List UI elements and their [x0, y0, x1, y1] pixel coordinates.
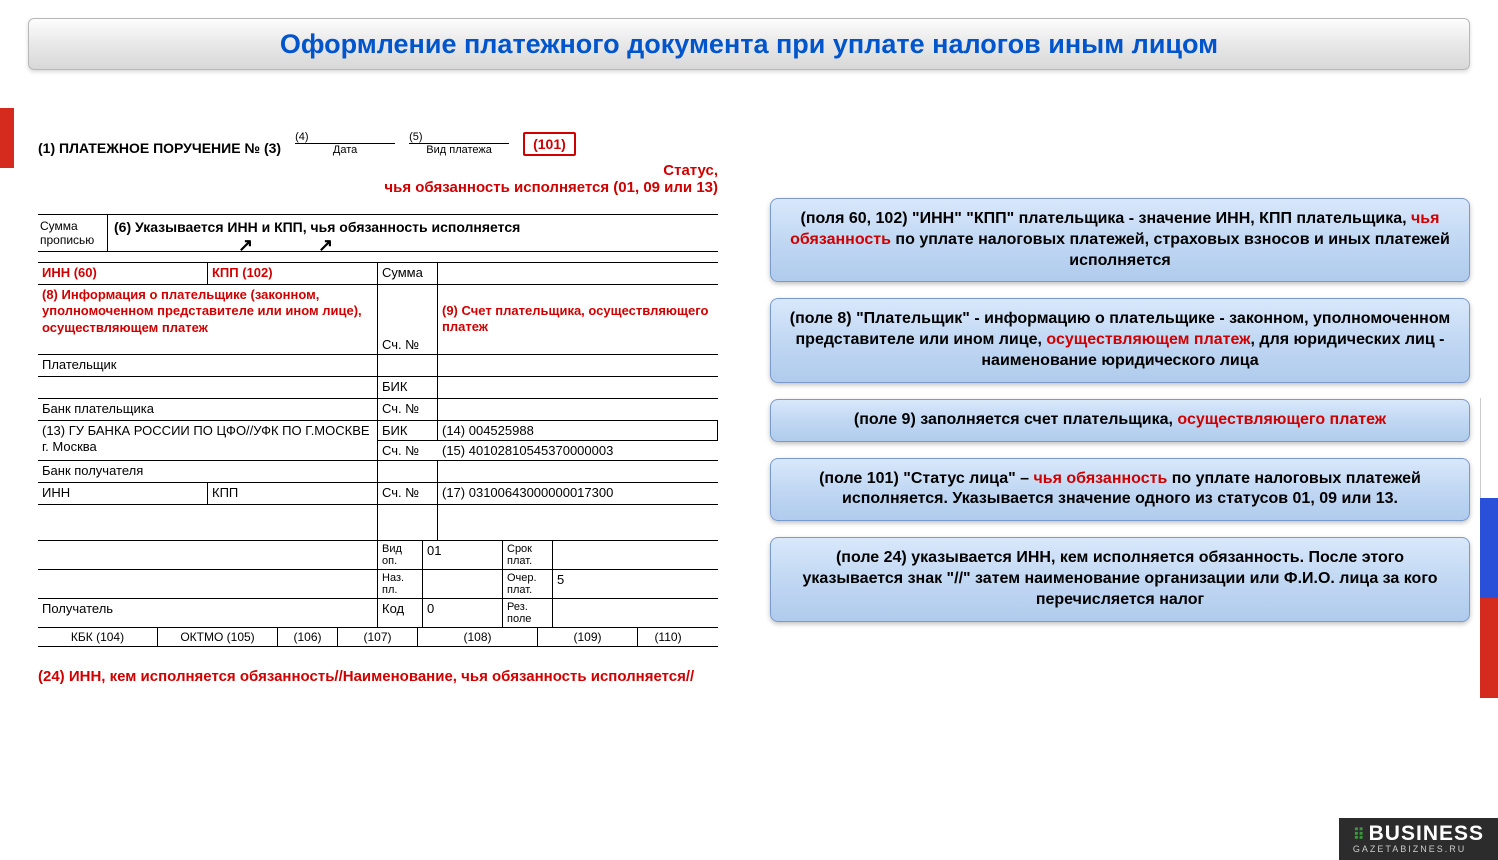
form-grid: ИНН (60) КПП (102) Сумма (8) Информация …	[38, 262, 718, 628]
left-accent	[0, 108, 14, 168]
info-box-4: (поле 101) "Статус лица" – чья обязаннос…	[770, 458, 1470, 522]
field-9: (9) Счет плательщика, осуществляющего пл…	[438, 285, 718, 354]
info-column: (поля 60, 102) "ИНН" "КПП" плательщика -…	[770, 198, 1470, 622]
info-box-5: (поле 24) указывается ИНН, кем исполняет…	[770, 537, 1470, 621]
kpp-102: КПП (102)	[208, 263, 378, 284]
payment-form: (1) ПЛАТЕЖНОЕ ПОРУЧЕНИЕ № (3) (4) Дата (…	[38, 128, 718, 688]
title-bar: Оформление платежного документа при упла…	[28, 18, 1470, 70]
recv-bank-name: (13) ГУ БАНКА РОССИИ ПО ЦФО//УФК ПО Г.МО…	[38, 421, 378, 460]
sum-row: Сумма прописью (6) Указывается ИНН и КПП…	[38, 214, 718, 252]
form-heading: (1) ПЛАТЕЖНОЕ ПОРУЧЕНИЕ № (3)	[38, 140, 281, 156]
date-field: (4) Дата	[295, 128, 395, 156]
info-box-2: (поле 8) "Плательщик" - информацию о пла…	[770, 298, 1470, 382]
field-8: (8) Информация о плательщике (законном, …	[38, 285, 378, 354]
info-box-3: (поле 9) заполняется счет плательщика, о…	[770, 399, 1470, 442]
footer-fields: КБК (104) ОКТМО (105) (106) (107) (108) …	[38, 628, 718, 647]
type-field: (5) Вид платежа	[409, 128, 509, 156]
brand-badge: BUSINESS GAZETABIZNES.RU	[1339, 818, 1498, 860]
page-title: Оформление платежного документа при упла…	[280, 29, 1218, 60]
info-box-1: (поля 60, 102) "ИНН" "КПП" плательщика -…	[770, 198, 1470, 282]
status-note: Статус, чья обязанность исполняется (01,…	[38, 162, 718, 196]
field-101: (101)	[523, 132, 576, 156]
note-24: (24) ИНН, кем исполняется обязанность//Н…	[38, 667, 718, 687]
flag-stripe	[1480, 398, 1498, 698]
inn-60: ИНН (60)	[38, 263, 208, 284]
